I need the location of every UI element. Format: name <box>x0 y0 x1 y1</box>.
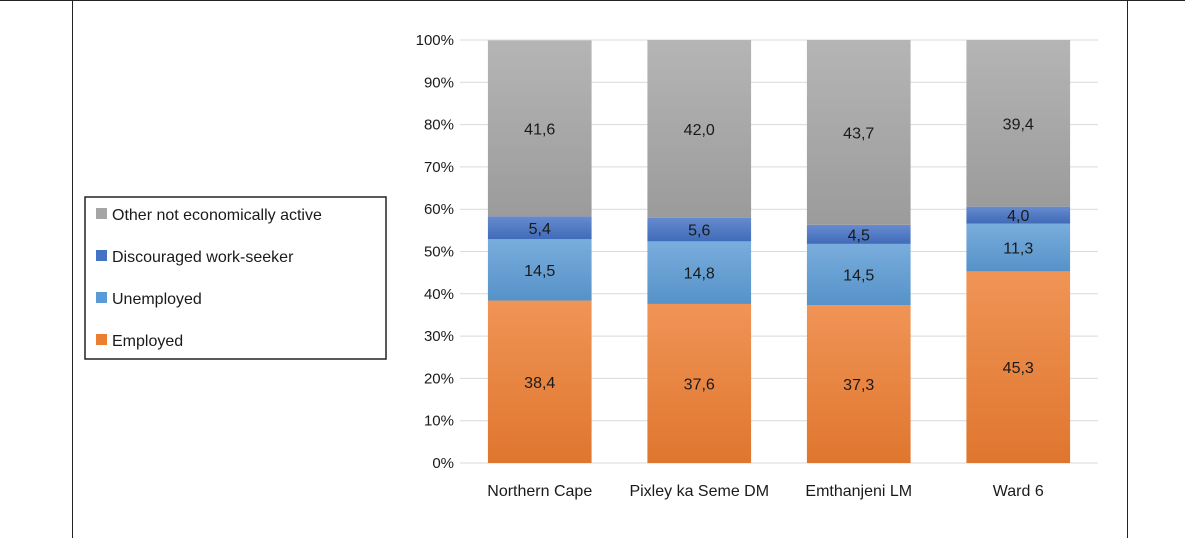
legend-label-discouraged-work-seeker: Discouraged work-seeker <box>112 249 294 266</box>
bars: 38,4 14,5 5,4 41,6 37,6 14,8 5,6 42,0 37,3 14,5 4,… <box>487 40 1071 463</box>
x-tick-label: Pixley ka Seme DM <box>629 483 769 500</box>
data-label: 4,0 <box>1007 208 1029 225</box>
legend-label-other-not-economically-active: Other not economically active <box>112 207 322 224</box>
bar-other-not-economically-active-northern-cape <box>487 40 592 217</box>
bar-employed-ward-6 <box>966 271 1071 463</box>
bar-unemployed-ward-6 <box>966 223 1071 272</box>
bar-unemployed-emthanjeni-lm <box>806 243 911 306</box>
data-label: 45,3 <box>1003 360 1034 377</box>
data-label: 42,0 <box>684 122 715 139</box>
bar-unemployed-pixley-ka-seme-dm <box>647 241 752 304</box>
x-tick-label: Ward 6 <box>993 483 1044 500</box>
bar-discouraged-work-seeker-northern-cape <box>487 216 592 240</box>
y-tick-label: 0% <box>432 455 454 472</box>
bar-employed-pixley-ka-seme-dm <box>647 303 752 463</box>
data-label: 14,5 <box>524 263 555 280</box>
data-label: 38,4 <box>524 375 555 392</box>
data-label: 14,5 <box>843 268 874 285</box>
bar-discouraged-work-seeker-ward-6 <box>966 206 1071 224</box>
bar-employed-northern-cape <box>487 300 592 463</box>
bar-discouraged-work-seeker-emthanjeni-lm <box>806 224 911 244</box>
bar-other-not-economically-active-ward-6 <box>966 40 1071 207</box>
y-tick-label: 80% <box>424 117 454 134</box>
legend-swatch-unemployed <box>96 292 107 303</box>
data-label: 11,3 <box>1003 240 1033 257</box>
y-tick-label: 90% <box>424 74 454 91</box>
data-label: 5,4 <box>529 221 551 238</box>
y-axis-ticks: 0% 10% 20% 30% 40% 50% 60% 70% 80% 90% 100% <box>416 32 454 472</box>
data-label: 43,7 <box>843 125 874 142</box>
data-label: 41,6 <box>524 121 555 138</box>
x-tick-label: Emthanjeni LM <box>805 483 912 500</box>
legend: Other not economically active Discouraged… <box>84 196 387 360</box>
bar-other-not-economically-active-emthanjeni-lm <box>806 40 911 225</box>
frame-right-border <box>1127 0 1128 538</box>
y-tick-label: 30% <box>424 328 454 345</box>
data-label: 4,5 <box>848 227 870 244</box>
frame-top-border <box>0 0 1185 1</box>
bar-employed-emthanjeni-lm <box>806 305 911 463</box>
frame-left-border <box>72 0 73 538</box>
data-label: 37,6 <box>684 376 715 393</box>
y-tick-label: 20% <box>424 370 454 387</box>
x-tick-label: Northern Cape <box>487 483 592 500</box>
legend-swatch-other-not-economically-active <box>96 208 107 219</box>
bar-unemployed-northern-cape <box>487 239 592 301</box>
y-tick-label: 60% <box>424 201 454 218</box>
x-axis-labels: Northern Cape Pixley ka Seme DM Emthanjeni… <box>487 483 1044 500</box>
y-tick-label: 10% <box>424 413 454 430</box>
legend-swatch-employed <box>96 334 107 345</box>
data-label: 39,4 <box>1003 116 1034 133</box>
data-label: 37,3 <box>843 377 874 394</box>
y-tick-label: 40% <box>424 286 454 303</box>
y-tick-label: 100% <box>416 32 454 49</box>
data-label: 14,8 <box>684 266 715 283</box>
bar-discouraged-work-seeker-pixley-ka-seme-dm <box>647 217 752 242</box>
y-tick-label: 70% <box>424 159 454 176</box>
bar-other-not-economically-active-pixley-ka-seme-dm <box>647 40 752 218</box>
y-tick-label: 50% <box>424 244 454 261</box>
legend-box <box>84 196 387 360</box>
legend-label-unemployed: Unemployed <box>112 291 202 308</box>
legend-label-employed: Employed <box>112 333 183 350</box>
legend-swatch-discouraged-work-seeker <box>96 250 107 261</box>
data-label: 5,6 <box>688 223 710 240</box>
